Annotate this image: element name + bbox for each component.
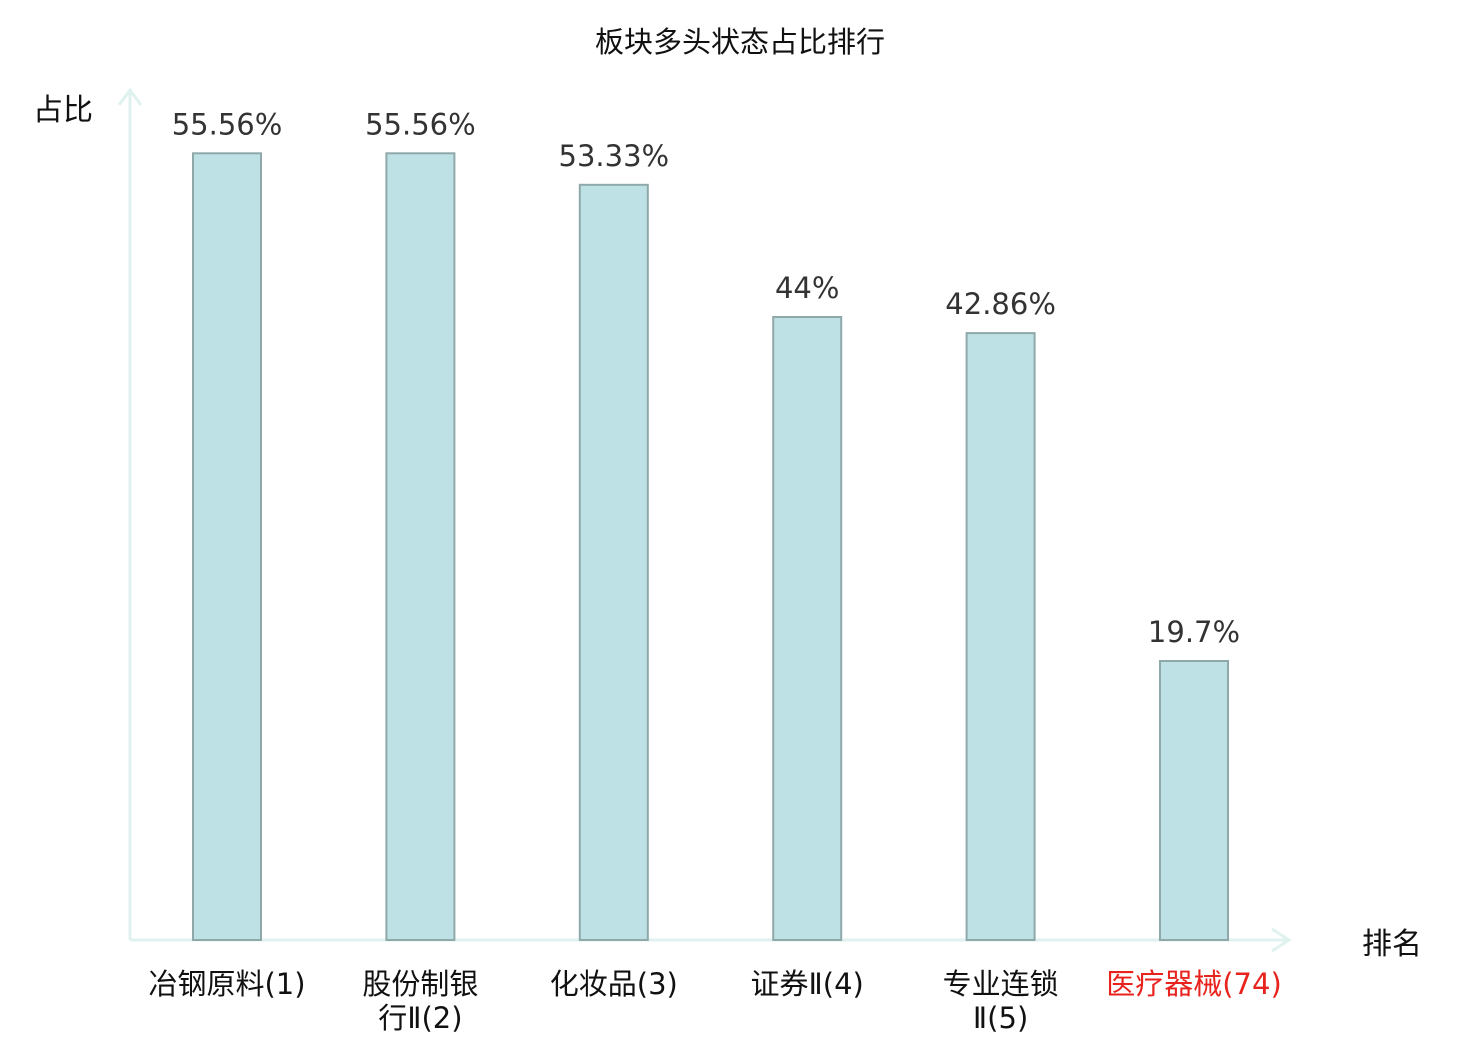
category-label-2-line-1: 股份制银 (362, 967, 478, 1001)
bar-6 (1159, 660, 1229, 941)
category-label-5-line-1: 专业连锁 (943, 967, 1059, 1001)
bar-4 (772, 316, 843, 941)
value-label-4: 44% (775, 271, 839, 305)
value-label-6: 19.7% (1148, 615, 1240, 649)
value-label-3: 53.33% (559, 139, 670, 173)
category-label-4: 证券Ⅱ(4) (751, 967, 864, 1001)
bar-3 (578, 183, 649, 942)
value-label-2: 55.56% (365, 107, 476, 141)
bar-5 (965, 332, 1036, 942)
y-axis (117, 87, 143, 940)
x-axis (130, 927, 1292, 953)
category-label-6: 医疗器械(74) (1106, 967, 1282, 1001)
value-label-1: 55.56% (172, 107, 283, 141)
category-label-2-line-2: 行Ⅱ(2) (378, 1001, 462, 1035)
chart-title: 板块多头状态占比排行 (595, 25, 885, 59)
bar-2 (385, 152, 456, 942)
category-label-5-line-2: Ⅱ(5) (973, 1001, 1028, 1035)
category-label-1: 冶钢原料(1) (148, 967, 305, 1001)
x-axis-label: 排名 (1362, 927, 1422, 962)
bar-1 (192, 152, 262, 942)
y-axis-label: 占比 (33, 93, 93, 128)
value-label-5: 42.86% (945, 287, 1056, 321)
category-label-3: 化妆品(3) (550, 967, 678, 1001)
